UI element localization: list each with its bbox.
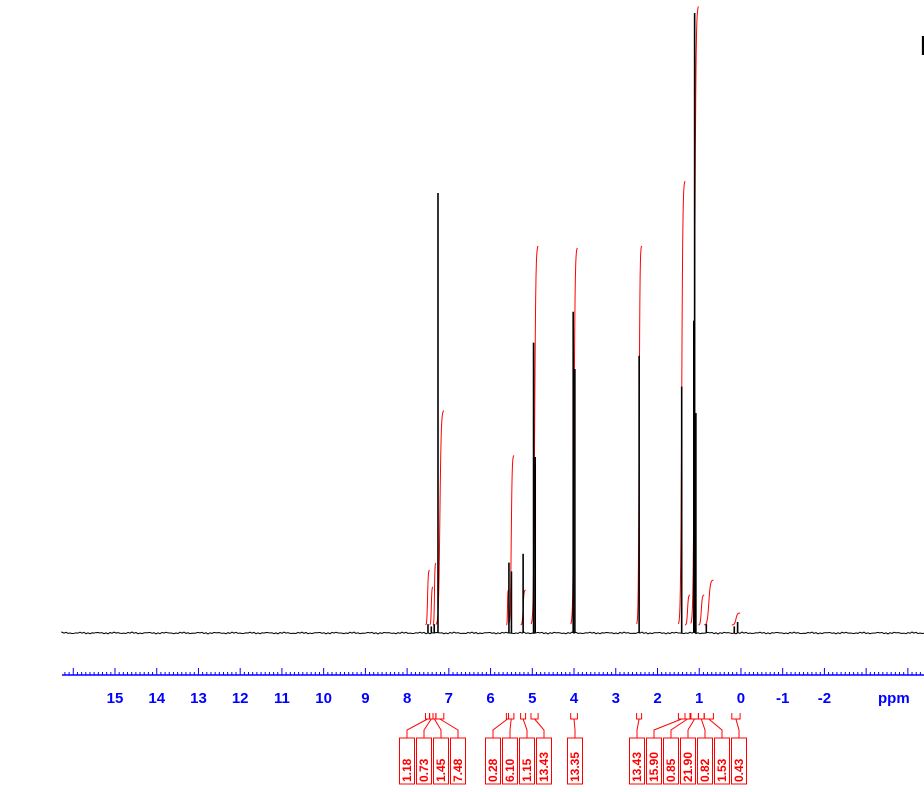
tick-label: 15	[107, 690, 124, 707]
integral-value: 1.15	[520, 758, 534, 782]
integral-value: 0.82	[698, 758, 712, 782]
integral-bracket	[570, 713, 578, 738]
tick-label: 2	[653, 690, 661, 707]
peak-lines	[427, 13, 739, 633]
integral-curve	[684, 594, 691, 626]
integral-bracket	[520, 713, 528, 738]
acquisition-parameters-panel: I	[912, 0, 924, 792]
integral-label-box	[416, 737, 432, 785]
tick-label: 3	[612, 690, 620, 707]
panel-title-fragment: I	[920, 30, 924, 61]
integral-label-box	[519, 737, 535, 785]
integral-value: 6.10	[503, 758, 517, 782]
integral-label-box	[646, 737, 662, 785]
tick-label: 13	[190, 690, 207, 707]
integral-label-box	[697, 737, 713, 785]
tick-label: 10	[315, 690, 332, 707]
integral-value: 1.18	[400, 758, 414, 782]
integral-value: 0.73	[417, 758, 431, 782]
integral-curve	[425, 569, 430, 626]
integral-brackets	[406, 713, 741, 738]
integral-bracket	[432, 713, 442, 738]
integral-curve	[570, 247, 578, 625]
tick-label: -1	[776, 690, 789, 707]
integral-value: 13.43	[537, 752, 551, 782]
tick-label: 11	[274, 690, 290, 707]
tick-label: 8	[403, 690, 411, 707]
integral-value: 1.53	[715, 758, 729, 782]
integral-value: 0.43	[732, 758, 746, 782]
integral-curve	[530, 245, 539, 625]
integral-bracket	[530, 713, 545, 738]
integral-bracket	[731, 713, 741, 738]
integral-value-labels: 1.18 0.73 1.45 7.48 0.28 6.10 1.15 13.43 13.35 13…	[399, 737, 747, 785]
integral-label-box	[714, 737, 730, 785]
integral-value: 0.28	[486, 758, 500, 782]
integral-bracket	[492, 713, 509, 738]
integral-label-box	[433, 737, 449, 785]
integral-curves	[425, 6, 741, 626]
integral-bracket	[703, 713, 723, 738]
x-axis-ticks	[64, 668, 921, 675]
integral-value: 0.85	[664, 758, 678, 782]
integral-label-box	[399, 737, 415, 785]
integral-value: 13.35	[568, 752, 582, 782]
integral-bracket	[636, 713, 643, 738]
x-axis-unit-label: ppm	[878, 690, 910, 707]
integral-curve	[698, 594, 705, 626]
integral-curve	[432, 562, 437, 626]
tick-label: 4	[570, 690, 579, 707]
integral-label-box	[485, 737, 501, 785]
tick-label: 12	[232, 690, 249, 707]
integral-label-box	[731, 737, 747, 785]
integral-label-box	[680, 737, 696, 785]
integral-label-box	[629, 737, 645, 785]
tick-label: 7	[445, 690, 453, 707]
tick-label: 1	[695, 690, 703, 707]
tick-label: 14	[148, 690, 165, 707]
integral-bracket	[653, 713, 686, 738]
integral-curve	[731, 612, 741, 626]
tick-label: 6	[486, 690, 494, 707]
x-axis-tick-labels: 15 14 13 12 11 10 9 8 7 6 5 4 3 2 1 0 -1 -2	[107, 690, 831, 707]
integral-curve	[704, 579, 714, 626]
integral-value: 7.48	[451, 758, 465, 782]
integral-bracket	[508, 713, 515, 738]
integral-value: 1.45	[434, 758, 448, 782]
spectrum-line	[61, 631, 924, 635]
integral-label-box	[450, 737, 466, 785]
tick-label: 5	[528, 690, 536, 707]
tick-label: 0	[737, 690, 745, 707]
integral-label-box	[536, 737, 552, 785]
integral-bracket	[435, 713, 459, 738]
tick-label: 9	[361, 690, 369, 707]
integral-value: 21.90	[681, 752, 695, 782]
integral-curve	[435, 410, 445, 625]
integral-bracket	[670, 713, 691, 738]
integral-curve	[429, 586, 434, 626]
integral-label-box	[502, 737, 518, 785]
tick-label: -2	[818, 690, 831, 707]
integral-value: 13.43	[630, 752, 644, 782]
integral-value: 15.90	[647, 752, 661, 782]
integral-bracket	[406, 713, 431, 738]
integral-label-box	[567, 737, 583, 785]
integral-label-box	[663, 737, 679, 785]
